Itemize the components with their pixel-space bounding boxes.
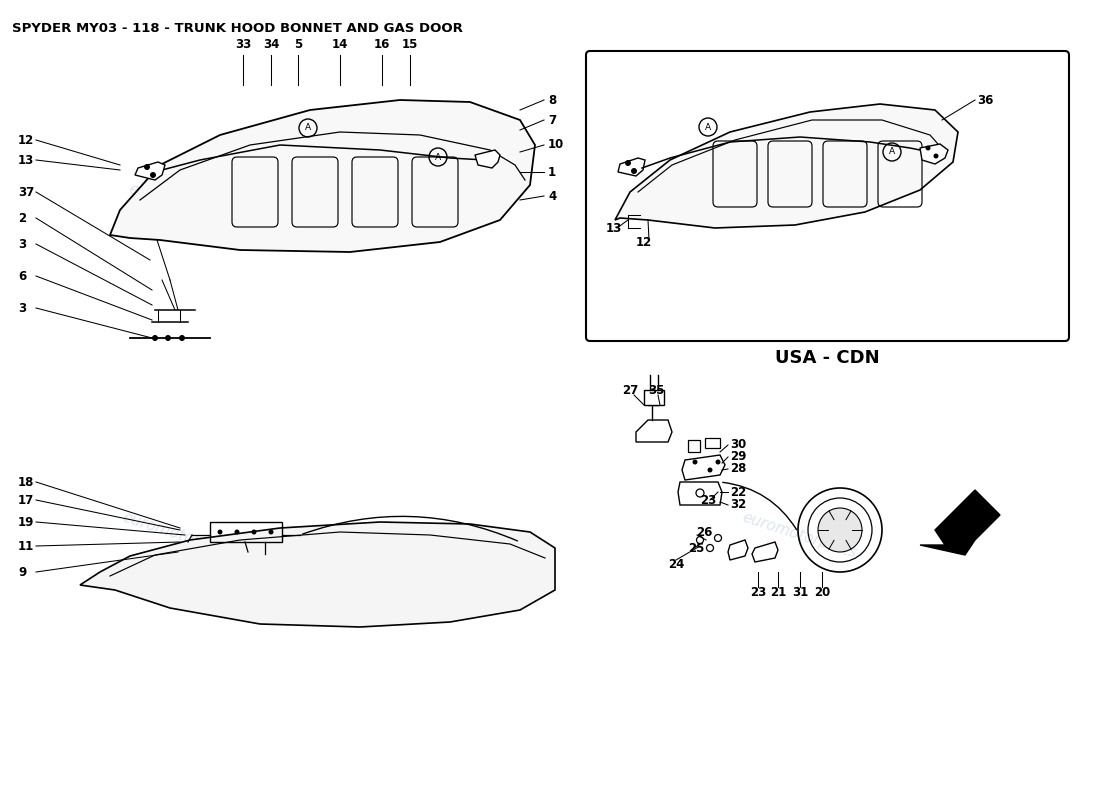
Polygon shape — [135, 162, 165, 180]
Text: SPYDER MY03 - 118 - TRUNK HOOD BONNET AND GAS DOOR: SPYDER MY03 - 118 - TRUNK HOOD BONNET AN… — [12, 22, 463, 35]
Polygon shape — [752, 542, 778, 562]
Text: 12: 12 — [636, 235, 652, 249]
Text: 12: 12 — [18, 134, 34, 146]
Polygon shape — [110, 100, 535, 252]
Text: 22: 22 — [730, 486, 746, 498]
Polygon shape — [705, 438, 720, 448]
Circle shape — [625, 160, 631, 166]
Text: 15: 15 — [402, 38, 418, 51]
Text: 31: 31 — [792, 586, 808, 598]
Text: euromotorparts: euromotorparts — [741, 181, 858, 239]
Text: 8: 8 — [548, 94, 557, 106]
Text: 4: 4 — [548, 190, 557, 202]
Circle shape — [934, 154, 938, 158]
Polygon shape — [618, 158, 645, 176]
Text: A: A — [305, 123, 311, 133]
Text: 6: 6 — [18, 270, 26, 282]
Text: 37: 37 — [18, 186, 34, 198]
Text: 23: 23 — [700, 494, 716, 506]
Text: A: A — [705, 122, 711, 131]
Text: A: A — [889, 147, 895, 157]
Text: 20: 20 — [814, 586, 830, 598]
Polygon shape — [920, 144, 948, 164]
Text: 26: 26 — [696, 526, 713, 538]
Circle shape — [165, 335, 170, 341]
Text: 17: 17 — [18, 494, 34, 506]
Text: 13: 13 — [18, 154, 34, 166]
Text: 3: 3 — [18, 302, 26, 314]
Circle shape — [252, 530, 256, 534]
Circle shape — [179, 335, 185, 341]
Circle shape — [715, 459, 720, 465]
Text: 11: 11 — [18, 539, 34, 553]
Circle shape — [144, 164, 150, 170]
Bar — [210, 522, 282, 542]
Text: 14: 14 — [332, 38, 349, 51]
Circle shape — [925, 146, 931, 150]
FancyBboxPatch shape — [586, 51, 1069, 341]
Text: 28: 28 — [730, 462, 747, 475]
Polygon shape — [615, 104, 958, 228]
Text: 19: 19 — [18, 515, 34, 529]
Text: 30: 30 — [730, 438, 746, 451]
Circle shape — [152, 335, 158, 341]
Text: 24: 24 — [668, 558, 684, 571]
Polygon shape — [80, 522, 556, 627]
Text: 36: 36 — [977, 94, 993, 106]
Circle shape — [218, 530, 222, 534]
Polygon shape — [728, 540, 748, 560]
Text: 35: 35 — [648, 383, 664, 397]
Text: 1: 1 — [548, 166, 557, 178]
Circle shape — [693, 459, 697, 465]
Circle shape — [631, 168, 637, 174]
Polygon shape — [475, 150, 500, 168]
Polygon shape — [682, 455, 725, 480]
Text: 21: 21 — [770, 586, 786, 598]
Text: 10: 10 — [548, 138, 564, 151]
Text: euromotorparts: euromotorparts — [740, 510, 859, 561]
Text: 32: 32 — [730, 498, 746, 511]
Polygon shape — [636, 420, 672, 442]
Text: 5: 5 — [294, 38, 302, 51]
Text: 9: 9 — [18, 566, 26, 578]
Circle shape — [707, 467, 713, 473]
Circle shape — [234, 530, 240, 534]
Text: 34: 34 — [263, 38, 279, 51]
Polygon shape — [644, 390, 664, 405]
Polygon shape — [688, 440, 700, 452]
Text: A: A — [434, 153, 441, 162]
Text: 13: 13 — [606, 222, 623, 234]
Circle shape — [818, 508, 862, 552]
Text: 3: 3 — [18, 238, 26, 250]
Text: 29: 29 — [730, 450, 747, 463]
Text: 33: 33 — [235, 38, 251, 51]
Text: USA - CDN: USA - CDN — [776, 349, 880, 367]
Circle shape — [150, 172, 156, 178]
Text: 25: 25 — [688, 542, 704, 554]
Text: 23: 23 — [750, 586, 766, 598]
Text: 16: 16 — [374, 38, 390, 51]
Polygon shape — [678, 482, 722, 505]
Circle shape — [268, 530, 274, 534]
Polygon shape — [920, 490, 1000, 555]
Text: 2: 2 — [18, 211, 26, 225]
Text: euromotorparts: euromotorparts — [121, 510, 240, 561]
Text: 7: 7 — [548, 114, 557, 126]
Text: euromotorparts: euromotorparts — [126, 181, 243, 239]
Text: 18: 18 — [18, 475, 34, 489]
Text: 27: 27 — [621, 383, 638, 397]
